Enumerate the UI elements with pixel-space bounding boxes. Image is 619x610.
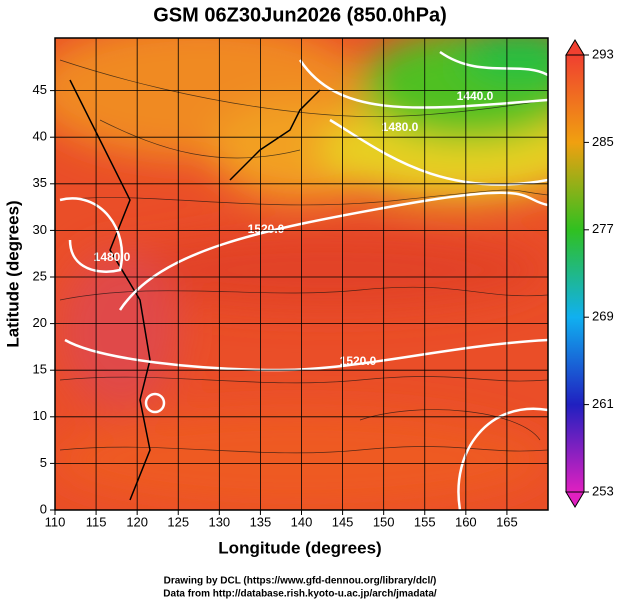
y-tick-label: 30 (33, 222, 47, 237)
colorbar-arrow (565, 39, 585, 56)
y-tick-label: 0 (40, 501, 47, 516)
x-tick-label: 130 (208, 514, 230, 529)
x-tick-label: 150 (373, 514, 395, 529)
colorbar-tick-label: 293 (592, 46, 614, 61)
y-tick-label: 5 (40, 455, 47, 470)
x-tick-label: 110 (45, 514, 66, 529)
colorbar-arrow (565, 491, 585, 508)
x-tick-label: 145 (332, 514, 354, 529)
y-tick-label: 10 (33, 408, 47, 423)
credit: Data from http://database.rish.kyoto-u.a… (163, 589, 437, 600)
x-tick-label: 155 (414, 514, 436, 529)
y-axis-label: Latitude (degrees) (3, 200, 22, 347)
x-tick-label: 120 (126, 514, 148, 529)
colorbar-tick-label: 261 (592, 396, 614, 411)
x-tick-label: 140 (291, 514, 313, 529)
field: 1440.0 1480.0 1520.0 1480.0 1520.0 (55, 38, 548, 510)
x-tick-label: 160 (455, 514, 477, 529)
contour-label: 1480.0 (94, 250, 131, 264)
colorbar (565, 54, 585, 493)
contour-label: 1480.0 (382, 120, 419, 134)
y-tick-label: 35 (33, 175, 47, 190)
colorbar-tick-label: 269 (592, 309, 614, 324)
y-tick-label: 45 (33, 82, 47, 97)
colorbar-tick-label: 277 (592, 221, 614, 236)
y-tick-label: 20 (33, 315, 47, 330)
x-tick-label: 125 (167, 514, 189, 529)
chart-title: GSM 06Z30Jun2026 (850.0hPa) (153, 4, 446, 26)
x-tick-label: 115 (86, 514, 107, 529)
x-axis-label: Longitude (degrees) (218, 538, 381, 557)
x-tick-label: 135 (250, 514, 272, 529)
y-tick-label: 25 (33, 268, 47, 283)
y-tick-label: 40 (33, 129, 47, 144)
contour-label: 1520.0 (340, 354, 377, 368)
colorbar-tick-label: 285 (592, 134, 614, 149)
x-tick-label: 165 (496, 514, 518, 529)
credit: Drawing by DCL (https://www.gfd-dennou.o… (164, 576, 437, 587)
contour-label: 1520.0 (248, 222, 285, 236)
colorbar-tick-label: 253 (592, 483, 614, 498)
y-tick-label: 15 (33, 362, 47, 377)
grid (55, 38, 548, 510)
contour-label: 1440.0 (457, 89, 494, 103)
